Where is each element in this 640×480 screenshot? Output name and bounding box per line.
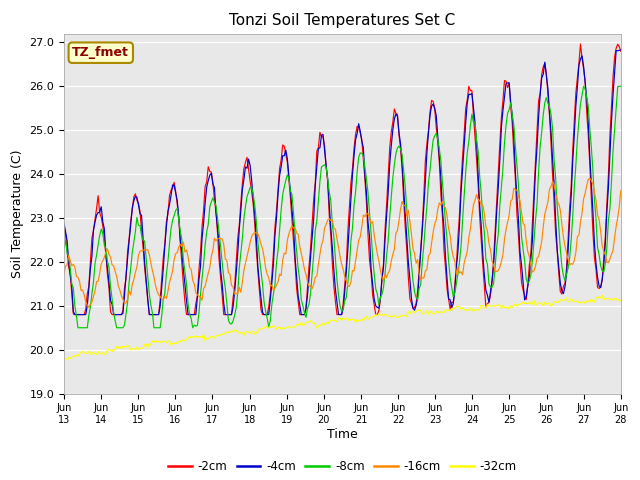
Text: TZ_fmet: TZ_fmet bbox=[72, 46, 129, 59]
Y-axis label: Soil Temperature (C): Soil Temperature (C) bbox=[11, 149, 24, 278]
Title: Tonzi Soil Temperatures Set C: Tonzi Soil Temperatures Set C bbox=[229, 13, 456, 28]
Legend: -2cm, -4cm, -8cm, -16cm, -32cm: -2cm, -4cm, -8cm, -16cm, -32cm bbox=[163, 455, 522, 478]
X-axis label: Time: Time bbox=[327, 428, 358, 441]
